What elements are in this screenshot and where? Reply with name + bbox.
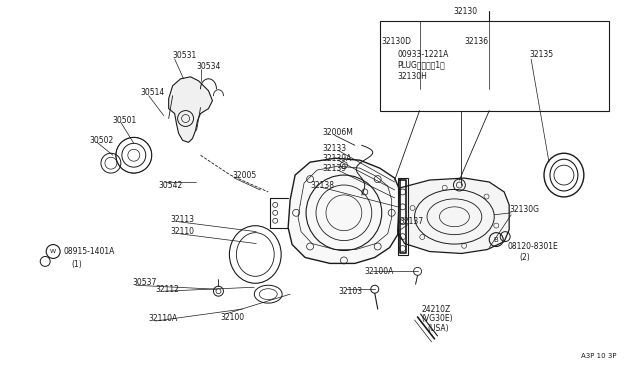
Text: 32113: 32113	[171, 215, 195, 224]
Text: 32103: 32103	[338, 287, 362, 296]
Text: 32139: 32139	[322, 164, 346, 173]
Text: 32133: 32133	[322, 144, 346, 153]
Text: 24210Z: 24210Z	[422, 305, 451, 314]
Text: 30534: 30534	[196, 62, 221, 71]
Text: PLUGプラグ　1、: PLUGプラグ 1、	[397, 60, 445, 70]
Text: 32130G: 32130G	[509, 205, 539, 214]
Text: 32139A: 32139A	[322, 154, 351, 163]
Text: A3P 10 3P: A3P 10 3P	[581, 353, 617, 359]
Text: 30537: 30537	[133, 278, 157, 287]
Text: 32136: 32136	[465, 36, 488, 46]
Text: (USA): (USA)	[428, 324, 449, 333]
Text: 32137: 32137	[399, 217, 424, 226]
Text: (VG30E): (VG30E)	[422, 314, 453, 324]
Text: 30502: 30502	[89, 136, 113, 145]
Text: 08915-1401A: 08915-1401A	[63, 247, 115, 256]
Text: 32130D: 32130D	[381, 36, 412, 46]
Text: 30542: 30542	[159, 180, 183, 189]
Text: 00933-1221A: 00933-1221A	[397, 51, 449, 60]
Text: (1): (1)	[71, 260, 82, 269]
Text: 30514: 30514	[141, 88, 165, 97]
Text: 32135: 32135	[529, 51, 553, 60]
Text: 30501: 30501	[113, 116, 137, 125]
Text: 32110A: 32110A	[148, 314, 178, 324]
Text: 32110: 32110	[171, 227, 195, 236]
Text: (2): (2)	[519, 253, 530, 262]
Text: 32005: 32005	[232, 171, 257, 180]
Text: 32006M: 32006M	[322, 128, 353, 137]
Text: 30531: 30531	[173, 51, 197, 61]
Text: 32130H: 32130H	[397, 72, 428, 81]
Polygon shape	[169, 77, 212, 142]
Bar	[380, 21, 609, 110]
Text: 32100A: 32100A	[365, 267, 394, 276]
Text: 32112: 32112	[156, 285, 180, 294]
Polygon shape	[288, 158, 399, 263]
Text: W: W	[50, 249, 56, 254]
Text: 32100: 32100	[220, 312, 244, 321]
Text: 32138: 32138	[310, 180, 334, 189]
Text: B: B	[494, 237, 499, 243]
Text: 08120-8301E: 08120-8301E	[507, 242, 558, 251]
Polygon shape	[397, 178, 509, 253]
Text: 32130: 32130	[453, 7, 477, 16]
